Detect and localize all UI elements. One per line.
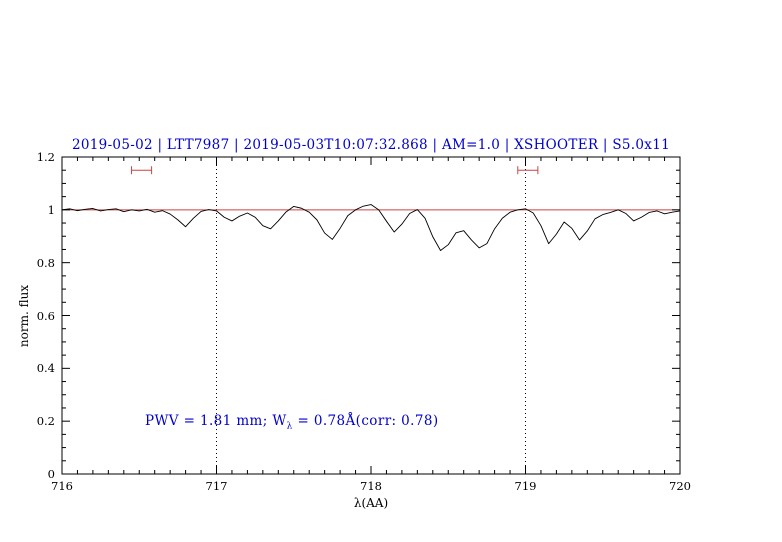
- y-tick-label: 0.8: [36, 255, 55, 270]
- y-axis-label: norm. flux: [17, 284, 31, 348]
- y-tick-label: 0.4: [36, 361, 55, 376]
- x-tick-label: 720: [669, 479, 691, 493]
- pwv-annotation: PWV = 1.81 mm; Wλ = 0.78Å(corr: 0.78): [145, 413, 439, 432]
- y-tick-label: 0.6: [36, 308, 55, 323]
- x-tick-label: 719: [514, 479, 537, 493]
- pwv-annotation-prefix: PWV = 1.81 mm; W: [145, 413, 287, 429]
- y-tick-label: 1.2: [36, 150, 55, 164]
- pwv-annotation-subscript: λ: [286, 421, 293, 432]
- x-tick-label: 717: [205, 479, 228, 493]
- y-tick-label: 1: [47, 202, 55, 217]
- x-axis-label: λ(AA): [353, 496, 389, 510]
- y-tick-label: 0: [47, 467, 55, 481]
- x-tick-label: 718: [360, 479, 382, 493]
- plot-title: 2019-05-02 | LTT7987 | 2019-05-03T10:07:…: [72, 137, 670, 153]
- y-tick-label: 0.2: [36, 414, 55, 429]
- spectrum-line: [61, 204, 681, 251]
- pwv-annotation-suffix: = 0.78Å(corr: 0.78): [292, 413, 439, 429]
- x-tick-label: 716: [51, 479, 73, 493]
